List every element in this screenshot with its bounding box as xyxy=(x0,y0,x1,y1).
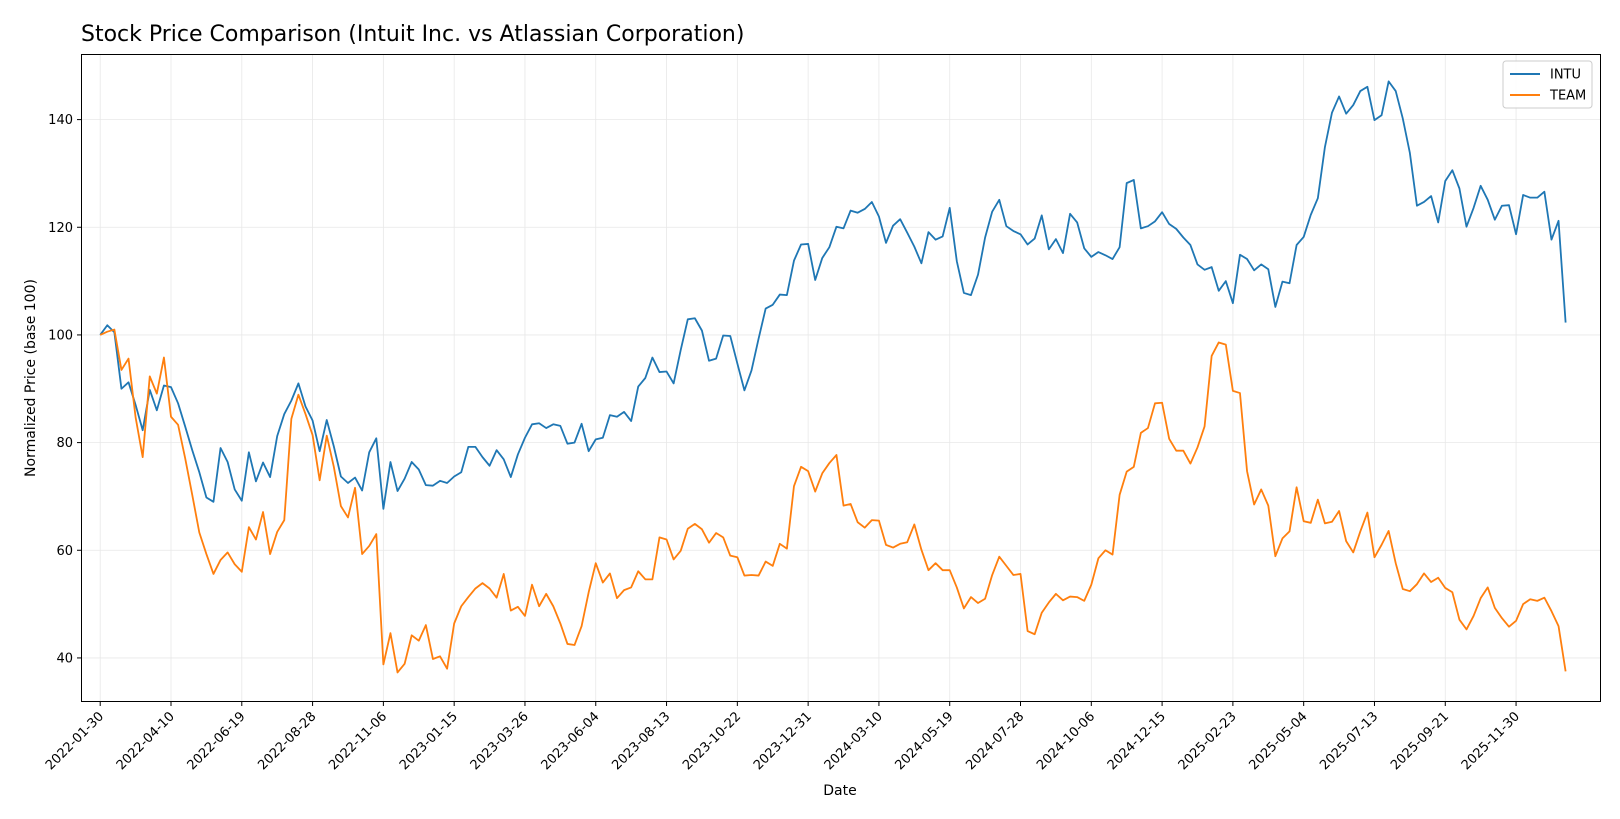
legend-frame xyxy=(1502,60,1593,109)
chart-title: Stock Price Comparison (Intuit Inc. vs A… xyxy=(81,22,744,47)
y-axis-title: Normalized Price (base 100) xyxy=(23,279,39,477)
y-tick-label: 60 xyxy=(56,544,73,559)
y-tick-label: 100 xyxy=(48,328,73,343)
legend-label-intu: INTU xyxy=(1550,68,1581,83)
y-tick-label: 80 xyxy=(56,436,73,451)
x-axis-title: Date xyxy=(823,783,856,799)
legend-label-team: TEAM xyxy=(1549,89,1586,104)
y-tick-label: 140 xyxy=(48,113,73,128)
plot-area-frame xyxy=(81,54,1601,702)
y-axis-ticks: 40 60 80 100 120 140 xyxy=(48,113,82,666)
y-tick-label: 120 xyxy=(48,221,73,236)
legend: INTU TEAM xyxy=(1502,60,1593,109)
series-line-team xyxy=(99,328,1567,674)
series-lines xyxy=(99,80,1567,674)
series-line-intu xyxy=(99,80,1567,510)
grid-lines xyxy=(82,55,1600,701)
y-tick-label: 40 xyxy=(56,651,73,666)
